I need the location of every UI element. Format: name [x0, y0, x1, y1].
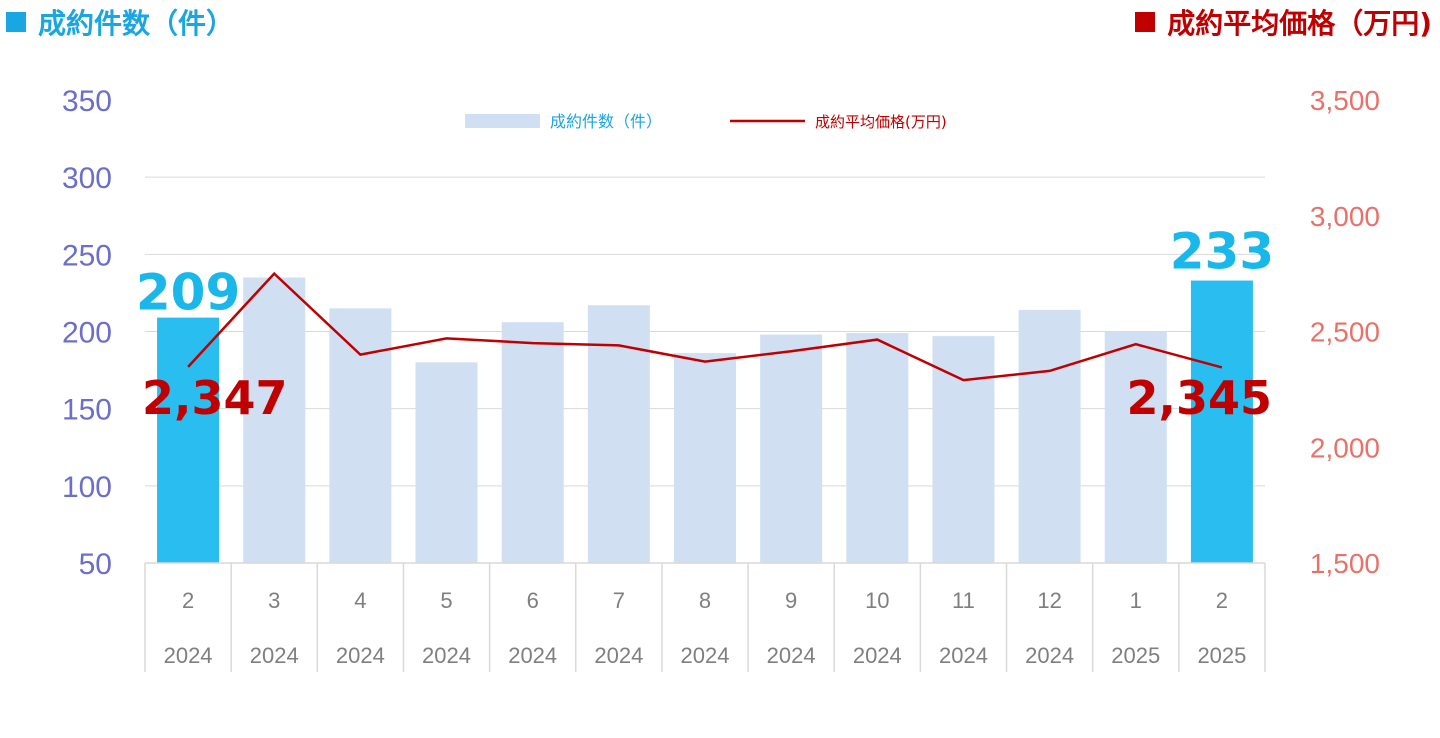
left-tick-label: 300	[62, 162, 112, 195]
category-month-label: 11	[952, 588, 975, 613]
category-month-label: 4	[354, 588, 366, 613]
last-bar-value-label: 233	[1170, 223, 1274, 281]
count-bar	[932, 336, 995, 563]
first-bar-value-label: 209	[136, 264, 240, 322]
count-bar	[329, 308, 392, 563]
left-tick-label: 350	[62, 85, 112, 118]
left-tick-label: 200	[62, 317, 112, 350]
category-month-label: 3	[268, 588, 280, 613]
category-axis-table: 2 2024 3 2024 4 2024 5 2024 6 2024 7 2024 8 2024 9 2024…	[144, 562, 1266, 672]
count-bar	[415, 362, 478, 563]
count-bar	[674, 353, 736, 563]
category-month-label: 1	[1130, 588, 1142, 613]
legend-price-label: 成約平均価格(万円)	[815, 113, 947, 131]
category-year-label: 2025	[1111, 643, 1160, 668]
count-legend-square-icon	[6, 12, 26, 32]
count-bar	[846, 333, 909, 563]
category-year-label: 2024	[336, 643, 385, 668]
price-axis-title: 成約平均価格（万円)	[1135, 2, 1432, 42]
category-month-label: 9	[785, 588, 797, 613]
category-month-label: 8	[699, 588, 711, 613]
right-tick-label: 3,000	[1310, 201, 1380, 232]
count-bars	[157, 277, 1253, 563]
chart-legend: 成約件数（件） 成約平均価格(万円)	[465, 112, 947, 131]
left-axis-ticks: 350 300 250 200 150 100 50	[62, 85, 112, 581]
category-month-label: 5	[440, 588, 452, 613]
category-year-label: 2024	[853, 643, 902, 668]
last-price-value-label: 2,345	[1126, 371, 1272, 425]
category-month-label: 10	[865, 588, 889, 613]
price-line	[187, 271, 1223, 382]
count-bar	[501, 322, 564, 563]
count-bar	[157, 317, 220, 563]
category-month-label: 2	[182, 588, 194, 613]
value-annotations: 209 233 2,347 2,345	[136, 223, 1274, 425]
category-year-label: 2025	[1197, 643, 1246, 668]
category-month-label: 7	[613, 588, 625, 613]
right-axis-ticks: 3,500 3,000 2,500 2,000 1,500	[1310, 85, 1380, 579]
category-year-label: 2024	[939, 643, 988, 668]
category-year-label: 2024	[1025, 643, 1074, 668]
category-month-label: 12	[1037, 588, 1061, 613]
count-bar	[1190, 280, 1253, 563]
price-axis-title-text: 成約平均価格（万円)	[1167, 7, 1432, 40]
category-year-label: 2024	[767, 643, 816, 668]
category-month-label: 6	[527, 588, 539, 613]
first-price-value-label: 2,347	[142, 371, 288, 425]
left-tick-label: 50	[79, 548, 112, 581]
category-year-label: 2024	[250, 643, 299, 668]
category-year-label: 2024	[164, 643, 213, 668]
category-month-label: 2	[1216, 588, 1228, 613]
right-tick-label: 2,500	[1310, 317, 1380, 348]
left-tick-label: 150	[62, 394, 112, 427]
price-line-series	[187, 271, 1223, 382]
legend-count-label: 成約件数（件）	[550, 112, 662, 131]
count-bar	[760, 334, 823, 563]
right-tick-label: 1,500	[1310, 548, 1380, 579]
category-year-label: 2024	[594, 643, 643, 668]
category-year-label: 2024	[508, 643, 557, 668]
right-tick-label: 2,000	[1310, 432, 1380, 463]
left-tick-label: 100	[62, 471, 112, 504]
count-bar	[243, 277, 306, 563]
count-bar	[1018, 309, 1081, 563]
category-year-label: 2024	[681, 643, 730, 668]
count-axis-title-text: 成約件数（件）	[38, 7, 235, 40]
right-tick-label: 3,500	[1310, 85, 1380, 116]
category-year-label: 2024	[422, 643, 471, 668]
price-legend-square-icon	[1135, 12, 1156, 32]
legend-count-swatch	[465, 114, 540, 128]
count-axis-title: 成約件数（件）	[6, 2, 234, 42]
left-tick-label: 250	[62, 239, 112, 272]
count-bar	[1104, 331, 1167, 563]
